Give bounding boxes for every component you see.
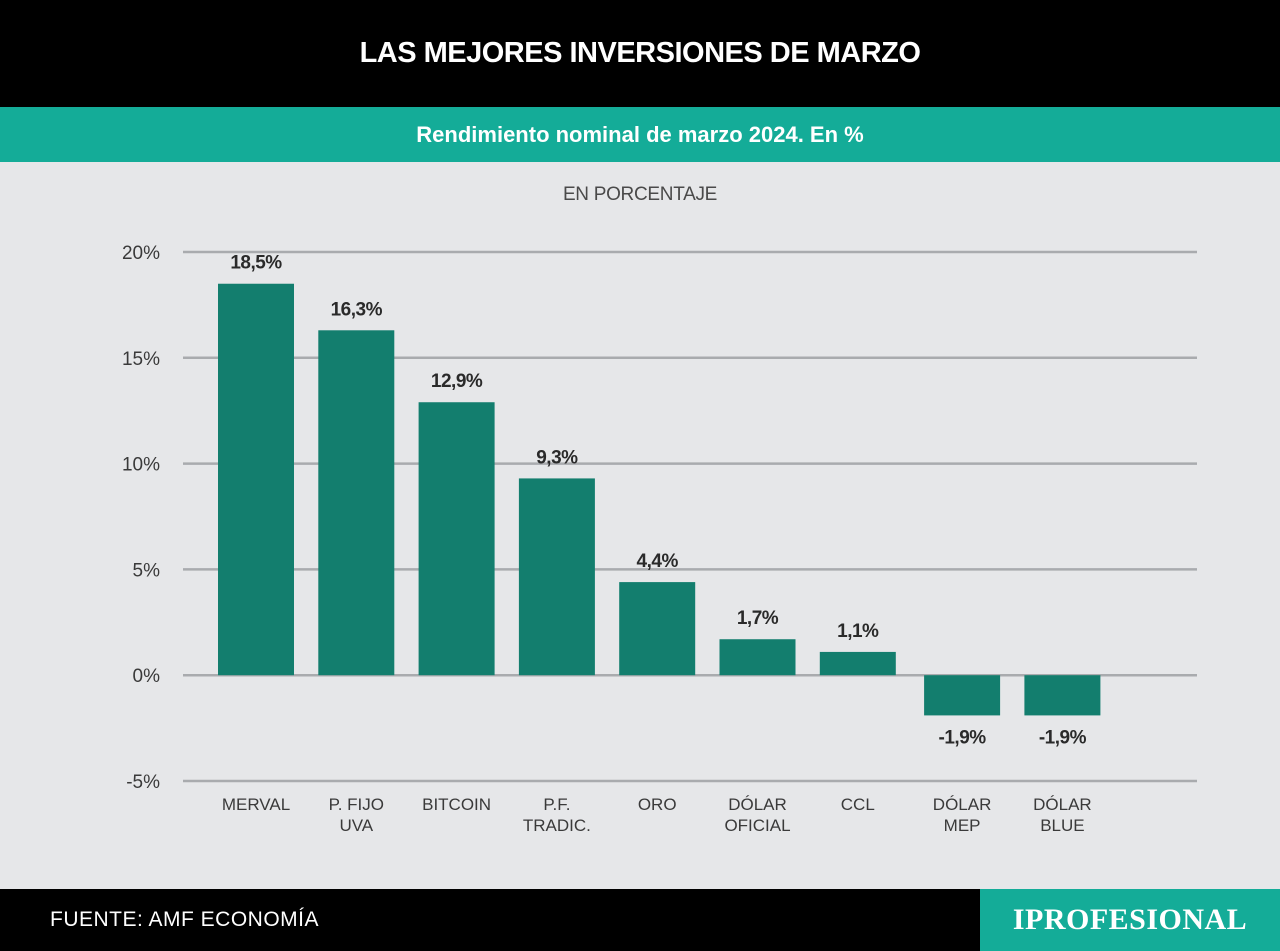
bar: [218, 283, 294, 676]
bar: [719, 639, 796, 676]
data-label: 1,1%: [837, 621, 879, 642]
data-label: 12,9%: [431, 371, 483, 392]
chart-subtitle: Rendimiento nominal de marzo 2024. En %: [0, 107, 1280, 162]
category-label: DÓLAR OFICIAL: [724, 795, 790, 835]
category-label: DÓLAR MEP: [933, 795, 992, 835]
category-label: P. FIJO UVA: [329, 795, 384, 835]
source-bar: FUENTE: AMF ECONOMÍA: [0, 889, 980, 951]
data-label: -1,9%: [1039, 727, 1087, 748]
bar: [619, 582, 696, 676]
chart-area: EN PORCENTAJE 20% 15% 10% 5% 0% -5% 18,5% MERV…: [0, 162, 1280, 889]
source-text: FUENTE: AMF ECONOMÍA: [50, 908, 320, 931]
y-tick-label: 10%: [122, 455, 160, 476]
category-label: BITCOIN: [422, 795, 491, 814]
data-label: 16,3%: [331, 299, 383, 320]
data-label: 18,5%: [230, 253, 282, 274]
data-label: 1,7%: [737, 608, 779, 629]
category-label: ORO: [638, 795, 677, 814]
data-label: -1,9%: [939, 727, 987, 748]
bars: [218, 283, 1101, 716]
y-tick-label: 20%: [122, 243, 160, 264]
category-label: DÓLAR BLUE: [1033, 795, 1092, 835]
category-label: CCL: [841, 795, 875, 814]
y-tick-label: -5%: [126, 772, 160, 793]
unit-label: EN PORCENTAJE: [563, 184, 717, 205]
chart-title: LAS MEJORES INVERSIONES DE MARZO: [0, 0, 1280, 107]
y-tick-label: 0%: [133, 666, 161, 687]
bar: [518, 478, 595, 676]
bar: [924, 675, 1001, 716]
bar-chart: EN PORCENTAJE 20% 15% 10% 5% 0% -5% 18,5% MERV…: [122, 184, 1197, 835]
y-tick-label: 5%: [133, 560, 161, 581]
y-tick-label: 15%: [122, 349, 160, 370]
bar: [819, 651, 896, 676]
bar: [418, 402, 495, 676]
category-label: MERVAL: [222, 795, 290, 814]
brand-logo: IPROFESIONAL: [980, 889, 1280, 951]
category-label: P.F. TRADIC.: [523, 795, 591, 835]
bar: [1024, 675, 1101, 716]
bar: [318, 330, 395, 676]
labels: 18,5% MERVAL 16,3% P. FIJO UVA 12,9% BITCOIN 9,…: [222, 253, 1092, 835]
data-label: 9,3%: [536, 447, 578, 468]
data-label: 4,4%: [637, 551, 679, 572]
